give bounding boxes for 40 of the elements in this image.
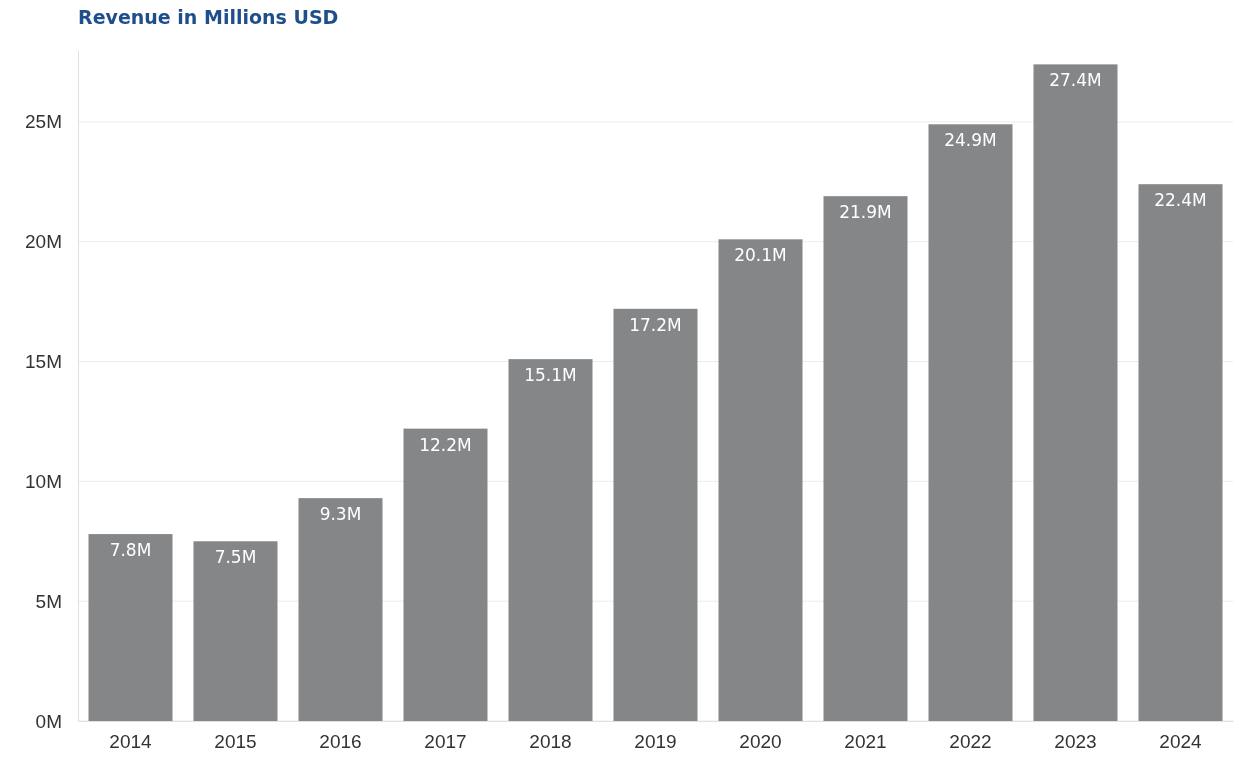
data-label: 27.4M bbox=[1049, 70, 1102, 91]
chart-title: Revenue in Millions USD bbox=[78, 6, 339, 28]
x-tick-label: 2023 bbox=[1054, 731, 1097, 753]
x-tick-label: 2020 bbox=[739, 731, 782, 753]
x-tick-label: 2019 bbox=[634, 731, 677, 753]
bar bbox=[613, 308, 698, 721]
data-label: 24.9M bbox=[944, 130, 997, 151]
data-label: 9.3M bbox=[319, 504, 362, 525]
bar bbox=[1033, 64, 1118, 721]
x-tick-label: 2017 bbox=[424, 731, 467, 753]
bar bbox=[718, 239, 803, 721]
bar bbox=[928, 124, 1013, 721]
x-tick-label: 2014 bbox=[109, 731, 153, 753]
bar bbox=[823, 196, 908, 721]
bar bbox=[508, 359, 593, 721]
x-tick-label: 2015 bbox=[214, 731, 257, 753]
y-tick-label: 0M bbox=[35, 710, 62, 732]
y-tick-label: 10M bbox=[25, 470, 62, 492]
bar bbox=[298, 498, 383, 721]
data-label: 22.4M bbox=[1154, 190, 1207, 211]
data-label: 15.1M bbox=[524, 365, 577, 386]
bar bbox=[193, 541, 278, 721]
x-tick-label: 2022 bbox=[949, 731, 992, 753]
y-tick-label: 25M bbox=[25, 111, 62, 133]
x-tick-label: 2018 bbox=[529, 731, 572, 753]
data-label: 21.9M bbox=[839, 202, 892, 223]
y-tick-label: 5M bbox=[35, 590, 62, 612]
y-tick-label: 20M bbox=[25, 231, 62, 253]
data-label: 17.2M bbox=[629, 314, 682, 335]
y-tick-label: 15M bbox=[25, 351, 62, 373]
bar bbox=[1138, 184, 1223, 721]
bar bbox=[88, 534, 173, 721]
data-label: 7.5M bbox=[214, 547, 257, 568]
x-tick-label: 2024 bbox=[1159, 731, 1203, 753]
x-tick-label: 2021 bbox=[844, 731, 887, 753]
data-label: 12.2M bbox=[419, 434, 472, 455]
data-label: 7.8M bbox=[109, 540, 152, 561]
bar bbox=[403, 428, 488, 721]
data-label: 20.1M bbox=[734, 245, 787, 266]
x-tick-label: 2016 bbox=[319, 731, 362, 753]
